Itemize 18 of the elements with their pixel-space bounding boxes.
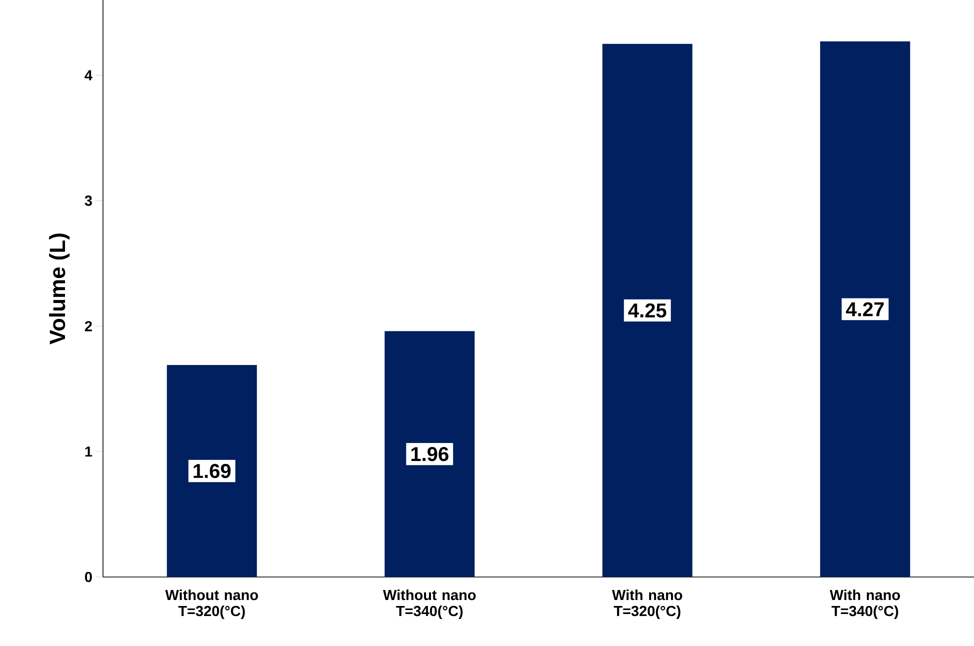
x-tick-label: With nano T=340(°C) [830,590,900,620]
y-tick-label: 2 [84,321,92,332]
x-tick-label: With nano T=320(°C) [612,590,682,620]
bar [820,41,910,577]
x-tick-label: Without nano T=340(°C) [383,590,476,620]
y-axis-title: Volume (L) [49,234,70,344]
y-tick-label: 1 [85,446,92,457]
bar [602,44,692,577]
data-label: 4.27 [846,302,884,316]
bar [166,365,257,577]
data-label: 1.69 [194,464,231,478]
data-label: 4.25 [628,303,666,318]
y-tick-label: 3 [84,196,92,206]
data-label: 1.96 [411,446,448,462]
y-tick-label: 4 [84,70,92,80]
bar [384,331,475,577]
x-tick-label: Without nano T=320(°C) [165,590,258,620]
y-tick-label: 0 [84,572,92,582]
